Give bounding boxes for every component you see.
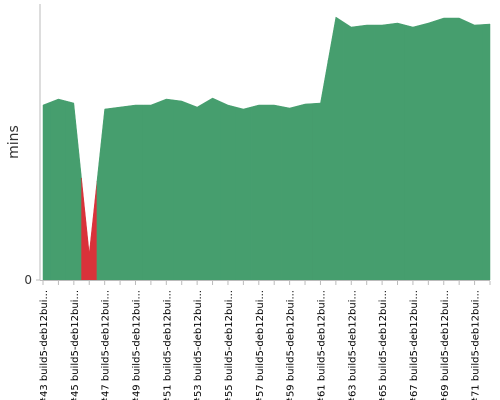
area-segment [142, 101, 159, 281]
x-tick-label: #53 build5-deb12bui... [193, 290, 204, 400]
x-tick-label: #49 build5-deb12bui... [131, 290, 142, 400]
area-segment [420, 20, 437, 281]
area-segment [127, 104, 144, 281]
y-tick-label: 0 [24, 273, 32, 287]
x-tick-label: #63 build5-deb12bui... [347, 290, 358, 400]
area-segment [42, 101, 51, 281]
area-segment [96, 107, 113, 281]
x-tick-label: #43 build5-deb12bui... [39, 290, 50, 400]
area-segment [404, 24, 421, 281]
area-segment [173, 99, 190, 281]
area-segment [466, 21, 483, 281]
area-segment [204, 97, 221, 281]
area-segment [266, 104, 283, 281]
x-tick-label: #67 build5-deb12bui... [409, 290, 420, 400]
x-tick-label: #65 build5-deb12bui... [378, 290, 389, 400]
x-tick-label: #61 build5-deb12bui... [316, 290, 327, 400]
x-tick-label: #55 build5-deb12bui... [224, 290, 235, 400]
area-segment [112, 105, 129, 281]
x-tick-label: #71 build5-deb12bui... [471, 290, 482, 400]
x-tick-label: #69 build5-deb12bui... [440, 290, 451, 400]
area-segment [312, 59, 329, 281]
x-tick-label: #45 build5-deb12bui... [70, 290, 81, 400]
area-segment [65, 100, 82, 281]
area-segment [435, 17, 452, 281]
area-segment [81, 177, 98, 281]
area-segment [297, 103, 313, 281]
area-segment [451, 17, 468, 281]
x-tick-label: #59 build5-deb12bui... [286, 290, 297, 400]
area-segment [389, 22, 406, 281]
x-tick-label: #51 build5-deb12bui... [162, 290, 173, 400]
area-segment [189, 102, 206, 281]
x-tick-label: #57 build5-deb12bui... [255, 290, 266, 400]
area-segment [158, 98, 175, 281]
area-segment [374, 23, 391, 281]
y-axis-label: mins [6, 125, 22, 159]
area-segment [343, 21, 360, 281]
area-segment [358, 24, 375, 281]
x-tick-label: #47 build5-deb12bui... [101, 290, 112, 400]
area-segment [250, 104, 267, 281]
area-segment [220, 101, 236, 281]
area-segment [235, 106, 252, 281]
area-segment [327, 16, 344, 281]
area-segment [50, 98, 67, 281]
area-segment [482, 23, 491, 281]
area-segment [281, 105, 298, 281]
